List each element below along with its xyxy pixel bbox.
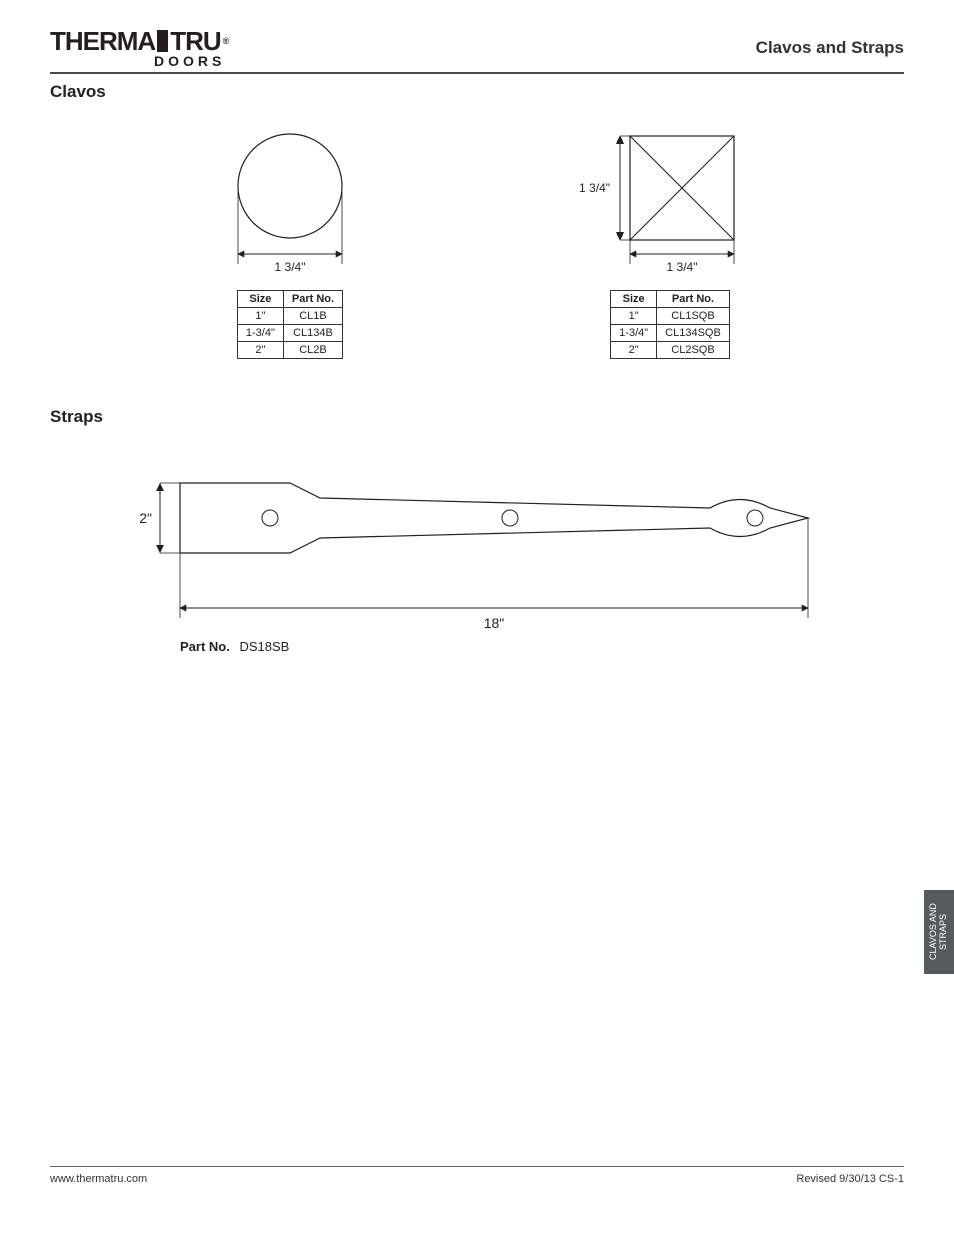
th-part: Part No. (283, 291, 342, 308)
page-header: THERMA TRU ® DOORS Clavos and Straps (50, 0, 904, 74)
table-row: Size Part No. (611, 291, 730, 308)
strap-section-title: Straps (50, 407, 904, 427)
clavos-row: 1 3/4" Size Part No. 1" CL1B 1-3/4" CL13… (190, 124, 904, 359)
table-row: 1" CL1B (237, 308, 342, 325)
table-row: 1" CL1SQB (611, 308, 730, 325)
table-row: 1-3/4" CL134B (237, 325, 342, 342)
strap-hole-icon (262, 510, 278, 526)
circle-icon (238, 134, 342, 238)
logo-therma: THERMA (50, 28, 155, 54)
round-dim-label: 1 3/4" (275, 260, 306, 274)
square-w-label: 1 3/4" (667, 260, 698, 274)
side-tab: CLAVOS AND STRAPS (924, 890, 954, 974)
page-title: Clavos and Straps (756, 38, 904, 58)
strap-partno-value: DS18SB (239, 639, 289, 653)
strap-partno-label: Part No. (180, 639, 230, 653)
table-row: 2" CL2B (237, 342, 342, 359)
th-part: Part No. (657, 291, 730, 308)
strap-h-label: 2" (139, 510, 152, 526)
strap-hole-icon (747, 510, 763, 526)
table-row: 1-3/4" CL134SQB (611, 325, 730, 342)
clavos-section-title: Clavos (50, 82, 904, 102)
logo-doors: DOORS (154, 54, 225, 68)
brand-logo: THERMA TRU ® DOORS (50, 28, 228, 68)
round-clavo-diagram: 1 3/4" (190, 124, 390, 284)
square-clavo-table: Size Part No. 1" CL1SQB 1-3/4" CL134SQB … (610, 290, 730, 359)
svg-text:Part No. DS18SB: Part No. DS18SB (180, 639, 289, 653)
footer-right: Revised 9/30/13 CS-1 (796, 1173, 904, 1185)
square-clavo-block: 1 3/4" 1 3/4" Size Part No. 1" CL1SQB 1-… (570, 124, 770, 359)
footer-left: www.thermatru.com (50, 1173, 147, 1185)
registered-icon: ® (223, 37, 229, 46)
logo-tru: TRU (170, 28, 220, 54)
table-row: Size Part No. (237, 291, 342, 308)
table-row: 2" CL2SQB (611, 342, 730, 359)
strap-hole-icon (502, 510, 518, 526)
page-footer: www.thermatru.com Revised 9/30/13 CS-1 (50, 1166, 904, 1185)
logo-block-icon (157, 30, 168, 52)
th-size: Size (237, 291, 283, 308)
round-clavo-block: 1 3/4" Size Part No. 1" CL1B 1-3/4" CL13… (190, 124, 390, 359)
th-size: Size (611, 291, 657, 308)
strap-diagram: 2" 18" Part No. DS18SB (90, 453, 870, 653)
strap-len-label: 18" (484, 615, 505, 631)
square-h-label: 1 3/4" (579, 181, 610, 195)
round-clavo-table: Size Part No. 1" CL1B 1-3/4" CL134B 2" C… (237, 290, 343, 359)
strap-section: Straps 2" 18" (50, 407, 904, 653)
square-clavo-diagram: 1 3/4" 1 3/4" (570, 124, 770, 284)
